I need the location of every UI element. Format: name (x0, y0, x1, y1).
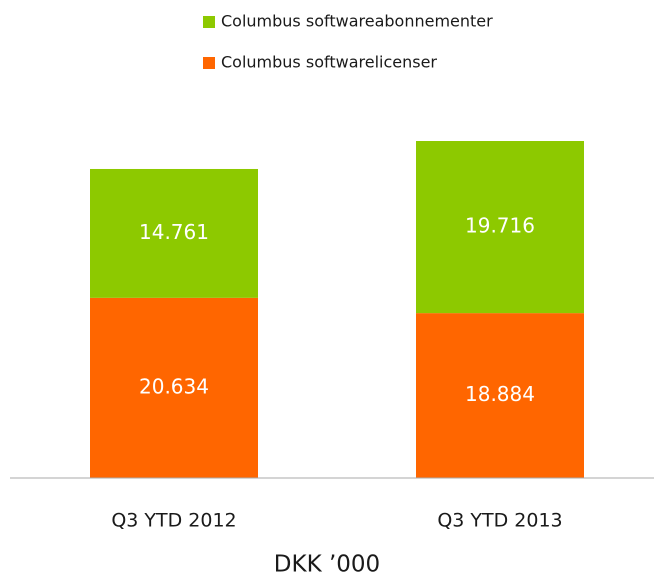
bar-segment (90, 168, 258, 298)
bar-segment (416, 141, 584, 314)
legend-swatch (203, 16, 215, 28)
bar-segment (416, 313, 584, 478)
legend-swatch (203, 57, 215, 69)
data-label: 18.884 (465, 382, 535, 406)
x-tick-label: Q3 YTD 2013 (437, 510, 562, 532)
data-label: 20.634 (139, 374, 209, 398)
x-tick-label: Q3 YTD 2012 (111, 510, 236, 532)
legend-label: Columbus softwarelicenser (221, 53, 437, 72)
x-axis-label: DKK ’000 (274, 552, 380, 576)
data-label: 19.716 (465, 214, 535, 238)
data-label: 14.761 (139, 220, 209, 244)
bar-segment (90, 297, 258, 478)
legend-label: Columbus softwareabonnementer (221, 12, 493, 31)
